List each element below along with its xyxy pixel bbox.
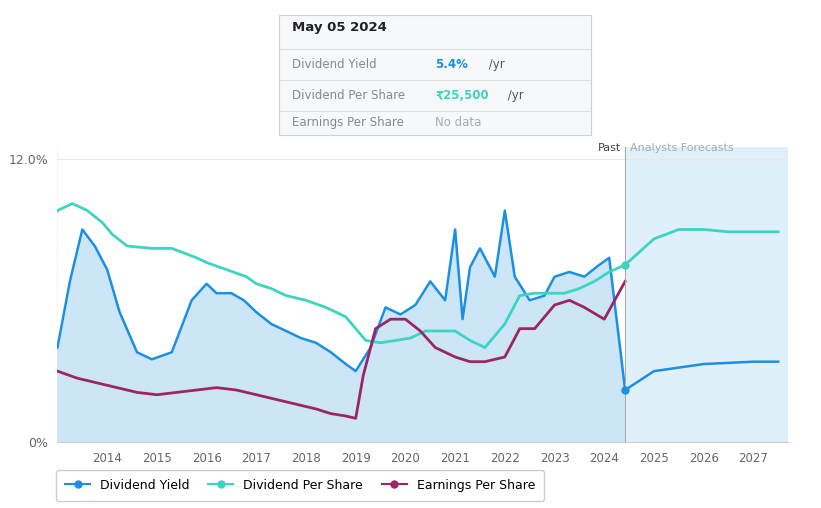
Text: Dividend Yield: Dividend Yield xyxy=(291,58,376,71)
Text: Earnings Per Share: Earnings Per Share xyxy=(291,116,403,129)
Text: ₹25,500: ₹25,500 xyxy=(435,89,488,102)
Legend: Dividend Yield, Dividend Per Share, Earnings Per Share: Dividend Yield, Dividend Per Share, Earn… xyxy=(57,470,544,500)
Text: May 05 2024: May 05 2024 xyxy=(291,21,387,34)
Bar xyxy=(57,147,625,442)
Text: Dividend Per Share: Dividend Per Share xyxy=(291,89,405,102)
Text: Past: Past xyxy=(598,143,621,153)
Text: /yr: /yr xyxy=(485,58,505,71)
Text: Analysts Forecasts: Analysts Forecasts xyxy=(630,143,734,153)
Text: 5.4%: 5.4% xyxy=(435,58,468,71)
Text: No data: No data xyxy=(435,116,481,129)
Text: /yr: /yr xyxy=(504,89,524,102)
Bar xyxy=(625,147,788,442)
